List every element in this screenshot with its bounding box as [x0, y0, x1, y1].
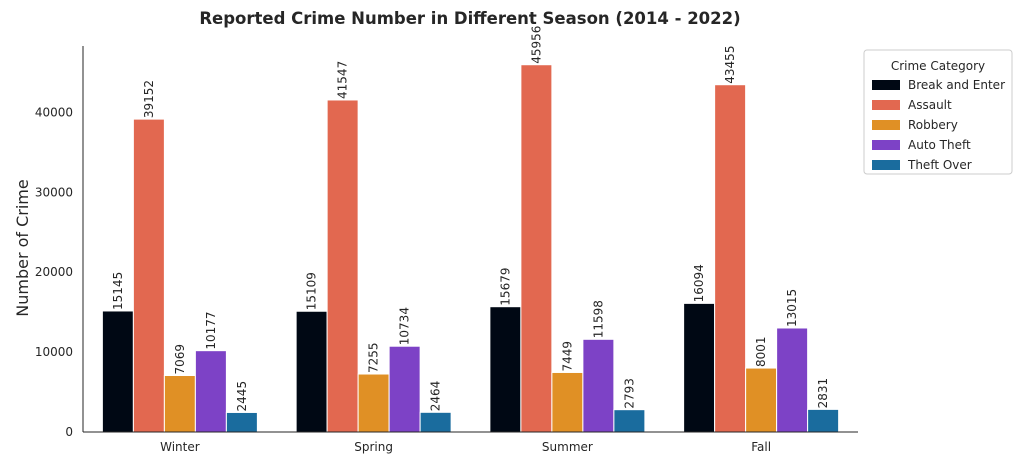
bar-0-3	[683, 302, 716, 433]
bar-0-1	[295, 310, 328, 433]
bar-2-0	[163, 375, 196, 433]
legend-label-1: Assault	[908, 98, 952, 112]
data-label-1-2: 45956	[529, 26, 543, 64]
data-label-3-1: 10734	[398, 307, 412, 345]
data-label-3-2: 11598	[591, 300, 605, 338]
legend-label-2: Robbery	[908, 118, 958, 132]
data-label-2-0: 7069	[173, 344, 187, 375]
bar-3-1	[388, 345, 421, 433]
y-axis-label: Number of Crime	[13, 179, 32, 317]
data-label-3-3: 13015	[785, 289, 799, 327]
bar-0-2	[489, 306, 522, 433]
data-label-2-2: 7449	[560, 341, 574, 372]
legend: Crime Category Break and Enter Assault Rob…	[863, 49, 1013, 175]
bar-3-2	[582, 338, 615, 433]
data-label-4-2: 2793	[622, 378, 636, 409]
bar-4-0	[225, 411, 258, 433]
chart-title: Reported Crime Number in Different Seaso…	[199, 9, 740, 28]
y-tick-label-1: 10000	[35, 345, 73, 359]
data-label-1-1: 41547	[336, 61, 350, 99]
bar-4-3	[807, 408, 840, 433]
bar-1-1	[326, 99, 359, 433]
legend-title: Crime Category	[891, 59, 985, 73]
legend-swatch-2	[872, 120, 900, 130]
data-label-4-0: 2445	[235, 381, 249, 412]
plot-area: 15145 15109 15679 16094 39152 41547 45956 43455…	[35, 26, 858, 454]
data-label-1-3: 43455	[723, 46, 737, 84]
legend-label-4: Theft Over	[907, 158, 972, 172]
bar-1-3	[714, 84, 747, 433]
bar-1-2	[520, 64, 553, 433]
bar-1-0	[132, 118, 165, 433]
x-tick-label-0: Winter	[160, 440, 200, 454]
x-tick-label-3: Fall	[751, 440, 771, 454]
bar-4-1	[419, 411, 452, 433]
y-tick-label-0: 0	[65, 425, 73, 439]
legend-swatch-4	[872, 160, 900, 170]
data-label-0-0: 15145	[111, 272, 125, 310]
data-label-2-1: 7255	[367, 342, 381, 373]
legend-items: Break and Enter Assault Robbery Auto Theft T…	[872, 78, 1005, 172]
bar-3-3	[776, 327, 809, 433]
y-tick-label-2: 20000	[35, 265, 73, 279]
bar-2-3	[745, 367, 778, 433]
bar-2-1	[357, 373, 390, 433]
bar-0-0	[101, 310, 134, 433]
y-tick-label-4: 40000	[35, 105, 73, 119]
legend-frame	[863, 49, 1013, 175]
data-label-4-3: 2831	[816, 378, 830, 409]
bar-2-2	[551, 371, 584, 433]
data-label-1-0: 39152	[142, 80, 156, 118]
data-label-2-3: 8001	[754, 337, 768, 368]
legend-label-0: Break and Enter	[908, 78, 1005, 92]
data-label-3-0: 10177	[204, 311, 218, 349]
bar-3-0	[194, 350, 227, 433]
legend-swatch-0	[872, 80, 900, 90]
data-label-0-3: 16094	[692, 264, 706, 302]
y-tick-label-3: 30000	[35, 185, 73, 199]
x-tick-label-2: Summer	[542, 440, 593, 454]
data-label-0-1: 15109	[305, 272, 319, 310]
legend-swatch-1	[872, 100, 900, 110]
data-label-4-1: 2464	[429, 381, 443, 412]
x-tick-label-1: Spring	[354, 440, 393, 454]
legend-swatch-3	[872, 140, 900, 150]
legend-label-3: Auto Theft	[908, 138, 971, 152]
data-label-0-2: 15679	[498, 268, 512, 306]
bar-4-2	[613, 409, 646, 433]
